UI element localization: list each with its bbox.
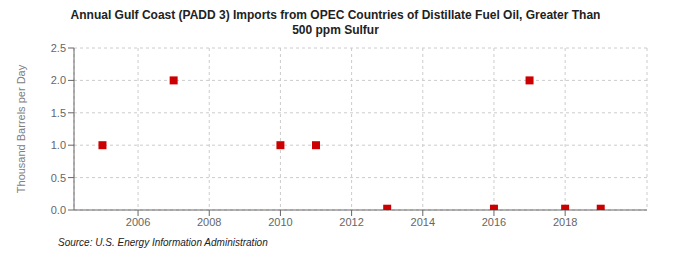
html-text:Source: U.S. Energy Informatio: Source: U.S. Energy Information Administ… (58, 237, 268, 248)
html-text:500 ppm Sulfur: 500 ppm Sulfur (292, 23, 379, 37)
svg-text:2018: 2018 (553, 216, 577, 228)
svg-text:2014: 2014 (411, 216, 435, 228)
html-text:Annual Gulf Coast (PADD 3) Imp: Annual Gulf Coast (PADD 3) Imports from … (70, 8, 601, 22)
svg-text:Thousand Barrels per Day: Thousand Barrels per Day (15, 64, 27, 193)
svg-text:2012: 2012 (339, 216, 363, 228)
svg-text:2016: 2016 (482, 216, 506, 228)
svg-text:2008: 2008 (197, 216, 221, 228)
svg-text:2.5: 2.5 (51, 42, 66, 54)
svg-text:0.0: 0.0 (51, 204, 66, 216)
svg-text:2006: 2006 (126, 216, 150, 228)
svg-text:1.0: 1.0 (51, 139, 66, 151)
svg-text:2.0: 2.0 (51, 74, 66, 86)
svg-text:0.5: 0.5 (51, 172, 66, 184)
svg-text:2010: 2010 (268, 216, 292, 228)
svg-text:1.5: 1.5 (51, 107, 66, 119)
